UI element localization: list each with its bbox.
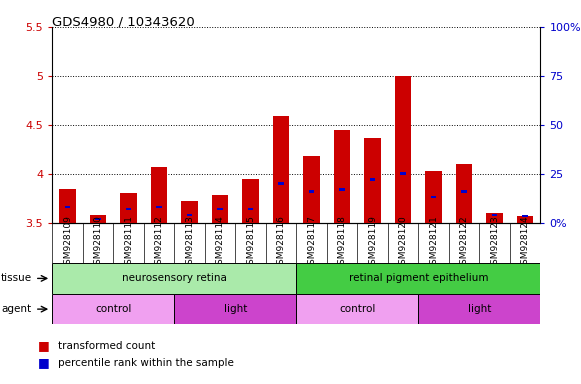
Bar	[522, 215, 528, 217]
Bar	[486, 213, 503, 223]
Text: GSM928124: GSM928124	[521, 215, 529, 270]
Bar	[187, 214, 192, 216]
Text: control: control	[95, 304, 131, 314]
Text: GSM928111: GSM928111	[124, 215, 133, 270]
Bar	[431, 196, 436, 199]
Bar	[52, 263, 296, 294]
Bar	[217, 208, 223, 210]
Bar	[65, 206, 70, 208]
Bar	[456, 164, 472, 223]
Bar	[370, 178, 375, 181]
Text: light: light	[224, 304, 247, 314]
Bar	[181, 201, 198, 223]
Bar	[242, 179, 259, 223]
Bar	[364, 137, 381, 223]
Text: GSM928116: GSM928116	[277, 215, 285, 270]
Text: retinal pigment epithelium: retinal pigment epithelium	[349, 273, 488, 283]
Bar	[150, 167, 167, 223]
Text: GSM928123: GSM928123	[490, 215, 499, 270]
Bar	[95, 217, 101, 220]
Bar	[394, 76, 411, 223]
Text: GSM928118: GSM928118	[338, 215, 346, 270]
Text: ■: ■	[38, 356, 49, 369]
Text: neurosensory retina: neurosensory retina	[122, 273, 227, 283]
Bar	[303, 156, 320, 223]
Text: GSM928114: GSM928114	[216, 215, 224, 270]
Bar	[517, 216, 533, 223]
Bar	[156, 206, 162, 208]
Bar	[296, 294, 418, 324]
Bar	[120, 194, 137, 223]
Bar	[425, 171, 442, 223]
Bar	[248, 208, 253, 210]
Text: GDS4980 / 10343620: GDS4980 / 10343620	[52, 15, 195, 28]
Text: GSM928117: GSM928117	[307, 215, 316, 270]
Text: GSM928113: GSM928113	[185, 215, 194, 270]
Text: GSM928119: GSM928119	[368, 215, 377, 270]
Bar	[400, 172, 406, 175]
Bar	[492, 214, 497, 216]
Bar	[461, 190, 467, 192]
Bar	[278, 182, 284, 185]
Bar	[174, 294, 296, 324]
Bar	[52, 294, 174, 324]
Bar	[89, 215, 106, 223]
Bar	[272, 116, 289, 223]
Text: GSM928112: GSM928112	[155, 215, 163, 270]
Text: GSM928109: GSM928109	[63, 215, 72, 270]
Bar	[339, 188, 345, 190]
Bar	[211, 195, 228, 223]
Bar	[418, 294, 540, 324]
Text: GSM928110: GSM928110	[94, 215, 102, 270]
Bar	[309, 190, 314, 192]
Text: GSM928115: GSM928115	[246, 215, 255, 270]
Bar	[296, 263, 540, 294]
Text: GSM928122: GSM928122	[460, 215, 468, 270]
Text: GSM928121: GSM928121	[429, 215, 438, 270]
Text: agent: agent	[1, 304, 31, 314]
Bar	[59, 189, 76, 223]
Text: percentile rank within the sample: percentile rank within the sample	[58, 358, 234, 368]
Text: control: control	[339, 304, 375, 314]
Text: transformed count: transformed count	[58, 341, 155, 351]
Text: GSM928120: GSM928120	[399, 215, 407, 270]
Bar	[126, 208, 131, 210]
Text: light: light	[468, 304, 491, 314]
Bar	[333, 130, 350, 223]
Text: ■: ■	[38, 339, 49, 352]
Text: tissue: tissue	[1, 273, 33, 283]
